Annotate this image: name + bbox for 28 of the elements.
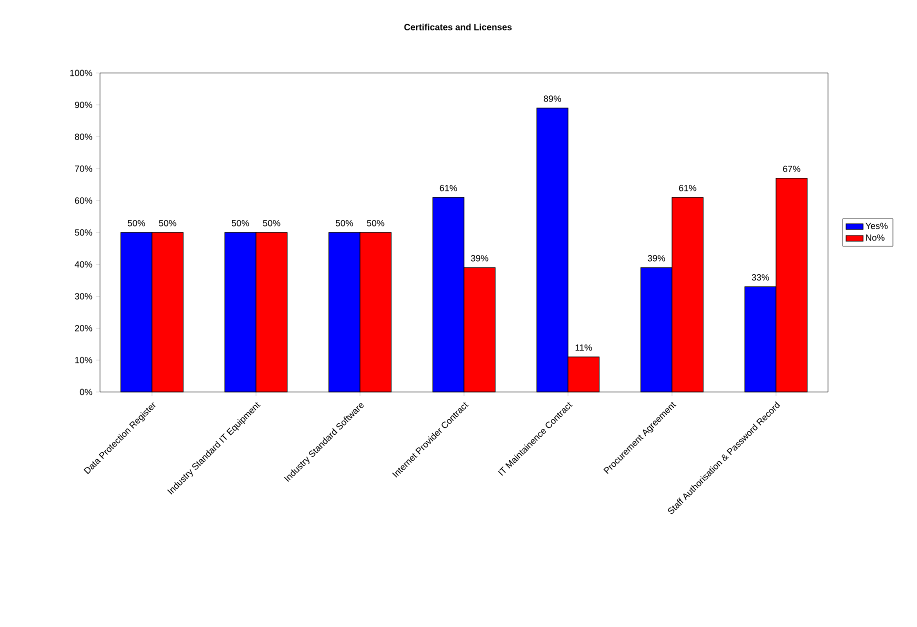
y-tick-label: 30%	[74, 293, 92, 300]
y-tick-label: 70%	[75, 166, 92, 172]
legend-label: No%	[866, 234, 884, 241]
legend-label: Yes%	[866, 222, 888, 230]
data-label: 89%	[544, 96, 562, 102]
data-label: 50%	[158, 220, 176, 226]
y-tick-label: 60%	[75, 197, 92, 204]
chart-title: Certificates and Licenses	[404, 24, 512, 30]
data-label: 61%	[440, 184, 458, 192]
y-tick-label: 80%	[74, 134, 92, 140]
y-tick-label: 100%	[70, 70, 92, 76]
data-label: 33%	[752, 274, 770, 281]
data-label: 50%	[366, 220, 384, 226]
data-label: 11%	[576, 344, 592, 351]
data-label: 67%	[783, 166, 800, 172]
data-label: 39%	[648, 255, 666, 262]
y-tick-label: 40%	[74, 261, 92, 268]
data-label: 61%	[679, 184, 696, 192]
y-tick-label: 0%	[80, 388, 92, 396]
y-tick-label: 10%	[75, 356, 92, 364]
data-label: 50%	[128, 220, 146, 226]
y-tick-label: 90%	[74, 102, 92, 108]
y-tick-label: 50%	[74, 229, 92, 236]
data-label: 50%	[232, 220, 250, 226]
data-label: 50%	[336, 220, 354, 226]
data-label: 39%	[470, 255, 488, 262]
y-tick-label: 20%	[75, 325, 92, 332]
data-label: 50%	[262, 220, 280, 226]
